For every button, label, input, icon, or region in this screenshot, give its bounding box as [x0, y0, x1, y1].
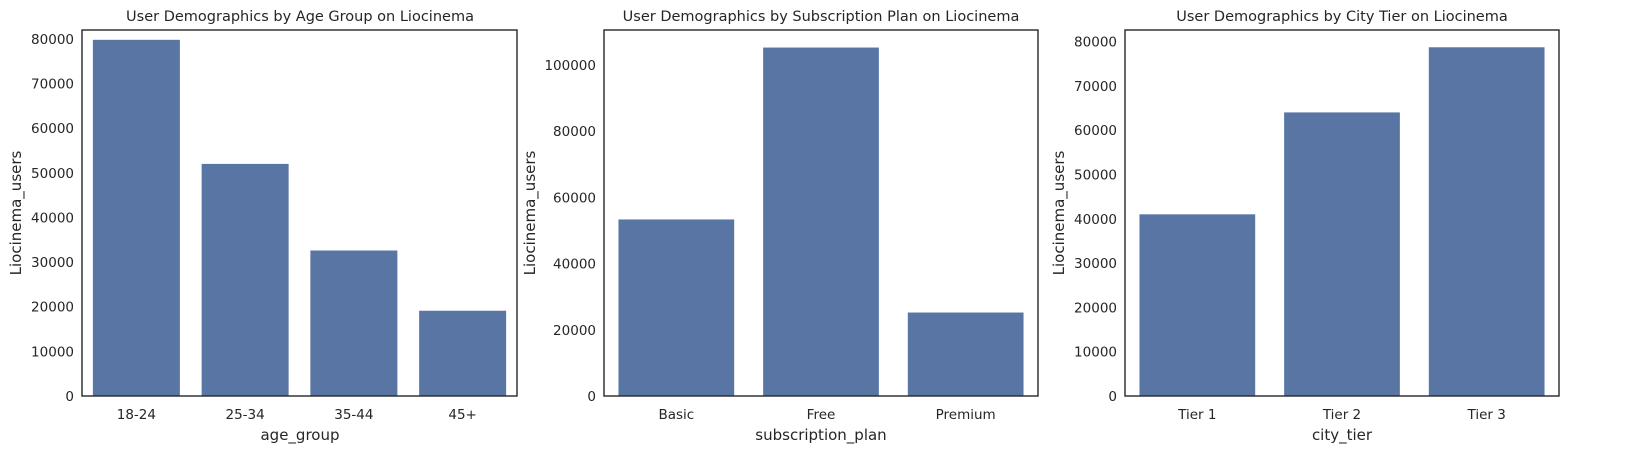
y-tick-label: 30000: [1074, 256, 1117, 272]
x-axis-label: age_group: [260, 426, 339, 445]
y-ticks: 0 10000 20000 30000 40000 50000 60000 70000 8000…: [31, 32, 74, 405]
y-ticks: 0 10000 20000 30000 40000 50000 60000 70000 8000…: [1074, 35, 1117, 405]
y-tick-label: 40000: [553, 257, 596, 273]
y-tick-label: 10000: [31, 344, 74, 360]
x-tick-label: 18-24: [117, 407, 156, 423]
bar-basic: [618, 219, 735, 396]
x-axis-label: city_tier: [1312, 426, 1373, 445]
y-axis-label: Liocinema_users: [1050, 150, 1069, 275]
y-tick-label: 50000: [1074, 167, 1117, 183]
y-axis-label: Liocinema_users: [521, 150, 540, 275]
x-tick-label: Tier 2: [1322, 407, 1361, 423]
y-tick-label: 0: [1108, 389, 1117, 405]
bar-tier-1: [1139, 214, 1256, 396]
y-tick-label: 40000: [1074, 212, 1117, 228]
x-tick-label: Tier 3: [1467, 407, 1506, 423]
bar-45-: [419, 310, 507, 396]
axes-frame: [1124, 29, 1560, 397]
y-tick-label: 0: [587, 389, 596, 405]
y-tick-label: 20000: [1074, 300, 1117, 316]
y-tick-label: 80000: [1074, 35, 1117, 51]
chart-subscription-plan: User Demographics by Subscription Plan o…: [521, 9, 1039, 445]
y-tick-label: 60000: [31, 121, 74, 137]
bars: [618, 47, 1024, 397]
x-tick-label: Tier 1: [1177, 407, 1216, 423]
y-tick-label: 40000: [31, 210, 74, 226]
chart-title: User Demographics by Subscription Plan o…: [623, 9, 1020, 25]
y-tick-label: 60000: [553, 190, 596, 206]
x-ticks: Tier 1 Tier 2 Tier 3: [1177, 407, 1506, 423]
chart-city-tier: User Demographics by City Tier on Liocin…: [1050, 9, 1560, 445]
bar-premium: [907, 312, 1024, 396]
x-tick-label: 25-34: [226, 407, 265, 423]
y-tick-label: 20000: [553, 323, 596, 339]
y-tick-label: 70000: [1074, 79, 1117, 95]
axes-frame: [603, 29, 1039, 397]
y-tick-label: 10000: [1074, 345, 1117, 361]
y-tick-label: 70000: [31, 77, 74, 93]
bar-tier-3: [1428, 47, 1545, 396]
y-axis-label: Liocinema_users: [7, 150, 26, 275]
y-tick-label: 80000: [553, 124, 596, 140]
y-tick-label: 80000: [31, 32, 74, 48]
x-tick-label: Premium: [936, 407, 996, 423]
chart-title: User Demographics by City Tier on Liocin…: [1176, 9, 1507, 25]
y-ticks: 0 20000 40000 60000 80000 100000: [544, 58, 596, 405]
bar-25-34: [201, 163, 289, 396]
x-tick-label: 45+: [448, 407, 477, 423]
bar-free: [763, 47, 879, 397]
axes-frame: [81, 29, 518, 397]
chart-age-group: User Demographics by Age Group on Liocin…: [7, 9, 518, 445]
x-axis-label: subscription_plan: [755, 426, 886, 445]
x-tick-label: 35-44: [334, 407, 373, 423]
bar-35-44: [310, 250, 398, 396]
bar-tier-2: [1284, 112, 1400, 396]
bars: [92, 39, 507, 396]
y-tick-label: 20000: [31, 300, 74, 316]
y-tick-label: 50000: [31, 166, 74, 182]
y-tick-label: 30000: [31, 255, 74, 271]
y-tick-label: 0: [65, 389, 74, 405]
y-tick-label: 100000: [544, 58, 596, 74]
x-tick-label: Basic: [658, 407, 694, 423]
x-ticks: Basic Free Premium: [658, 407, 995, 423]
x-ticks: 18-24 25-34 35-44 45+: [117, 407, 477, 423]
bars: [1139, 47, 1545, 396]
bar-18-24: [92, 39, 180, 396]
chart-title: User Demographics by Age Group on Liocin…: [126, 9, 474, 25]
y-tick-label: 60000: [1074, 123, 1117, 139]
x-tick-label: Free: [807, 407, 836, 423]
